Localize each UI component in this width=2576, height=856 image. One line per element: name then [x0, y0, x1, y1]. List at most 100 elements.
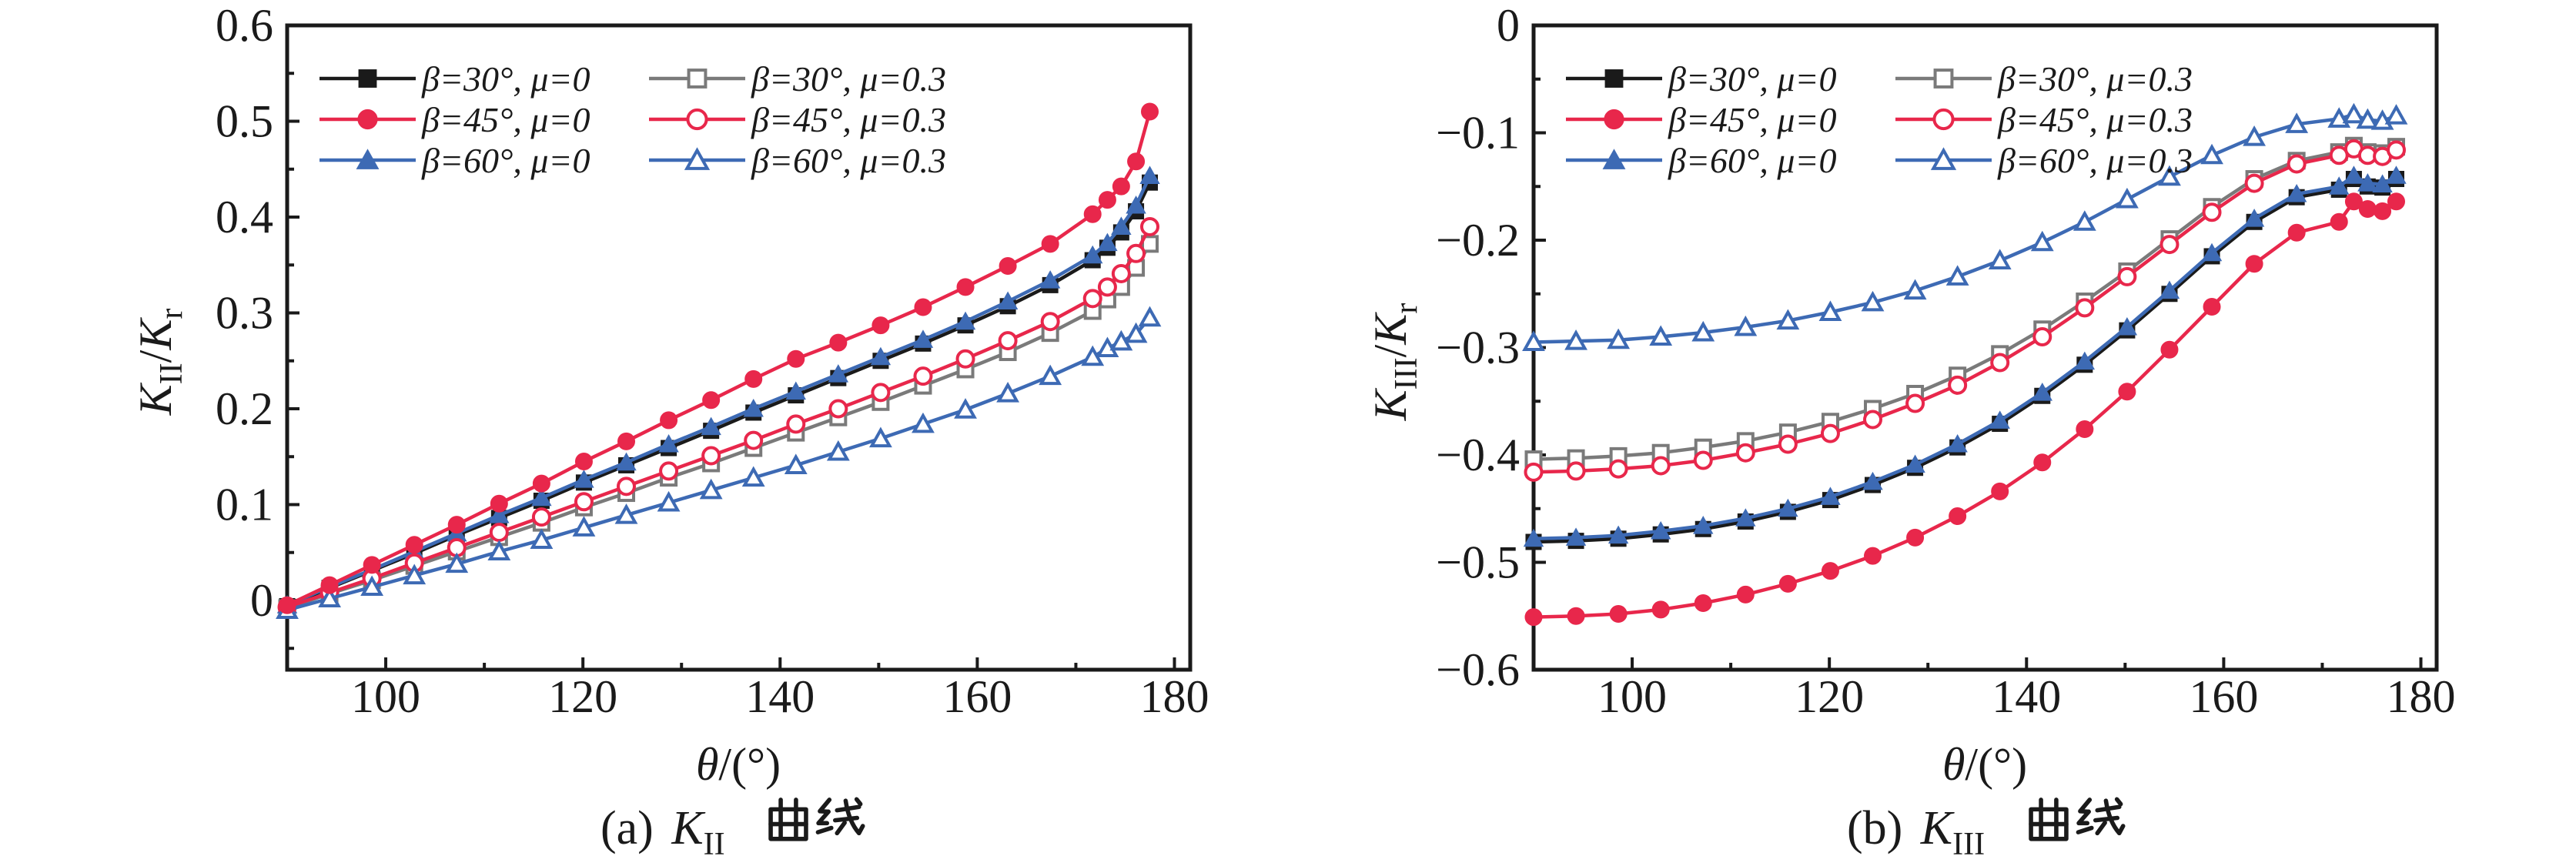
circle-filled-marker [999, 256, 1017, 275]
circle-open-marker [2244, 173, 2264, 193]
triangle-open-marker [657, 490, 681, 512]
caption-b-cn [2031, 799, 2123, 838]
circle-open-marker [1990, 353, 2010, 373]
circle-filled-marker [1949, 507, 1967, 526]
circle-open-marker [617, 476, 637, 497]
triangle-open-marker [2342, 102, 2366, 124]
circle-filled-marker [1991, 482, 2009, 500]
legend-label: β=30°, μ=0 [1668, 59, 1836, 99]
circle-filled-marker [405, 536, 423, 554]
triangle-open-marker [741, 466, 765, 487]
triangle-open-marker [1945, 265, 1969, 286]
y-tick-label: −0.6 [1436, 644, 1520, 695]
series-a-3 [277, 216, 1159, 617]
triangle-open-marker [1734, 315, 1758, 336]
legend-entry: β=30°, μ=0.3 [1895, 59, 2193, 99]
circle-open-marker [1905, 393, 1925, 413]
legend-label: β=60°, μ=0.3 [751, 141, 946, 180]
triangle-filled-marker [1735, 508, 1756, 527]
triangle-open-marker [784, 453, 808, 474]
legend-b: β=30°, μ=0 β=30°, μ=0.3 β=45°, μ=0 β=45°, μ… [1566, 59, 2193, 180]
triangle-filled-marker [1820, 487, 1841, 505]
triangle-filled-marker [785, 381, 806, 400]
legend-entry: β=60°, μ=0 [319, 141, 590, 180]
legend-entry: β=60°, μ=0.3 [1895, 141, 2193, 180]
y-tick-label: −0.2 [1436, 215, 1520, 266]
legend-label: β=45°, μ=0 [421, 100, 590, 139]
circle-open-marker [1097, 277, 1117, 297]
circle-filled-marker [2203, 297, 2221, 316]
square-open-marker [687, 69, 708, 89]
legend-label: β=60°, μ=0 [1668, 141, 1836, 180]
circle-filled-marker [2118, 383, 2136, 401]
circle-filled-marker [1604, 109, 1624, 130]
triangle-filled-marker [2159, 280, 2180, 299]
circle-open-marker [998, 331, 1018, 351]
x-tick-label: 120 [1795, 671, 1864, 722]
caption-a-cn [771, 799, 863, 838]
triangle-filled-marker [2286, 183, 2307, 202]
triangle-open-marker [1903, 279, 1927, 300]
triangle-open-marker [445, 552, 469, 573]
triangle-open-marker [1818, 300, 1842, 321]
triangle-filled-marker [1947, 434, 1968, 453]
circle-filled-marker [744, 369, 763, 388]
circle-filled-marker [1778, 574, 1797, 593]
triangle-open-marker [912, 412, 935, 433]
legend-entry: β=30°, μ=0.3 [649, 59, 946, 99]
triangle-filled-marker [2074, 351, 2096, 370]
triangle-filled-marker [616, 452, 637, 471]
triangle-open-marker [2285, 112, 2309, 133]
triangle-filled-marker [2386, 166, 2407, 184]
circle-open-marker [871, 383, 891, 403]
y-tick-label: 0 [1497, 0, 1520, 51]
circle-filled-marker [2245, 255, 2263, 273]
circle-open-marker [1139, 216, 1159, 236]
legend-label: β=30°, μ=0.3 [751, 59, 946, 99]
legend-label: β=30°, μ=0 [421, 59, 590, 99]
y-tick-label: 0.4 [216, 192, 273, 242]
triangle-open-marker [684, 147, 711, 170]
circle-filled-marker [532, 474, 550, 493]
y-tick-label: 0.5 [216, 95, 273, 146]
circle-open-marker [1778, 434, 1798, 454]
circle-filled-marker [363, 556, 381, 574]
circle-filled-marker [357, 109, 378, 130]
y-tick-label: 0.3 [216, 287, 273, 338]
y-tick-label: −0.3 [1436, 323, 1520, 373]
series-line [1533, 143, 2397, 461]
x-tick-label: 100 [351, 671, 420, 722]
square-filled-marker [1604, 69, 1624, 88]
triangle-filled-marker [2201, 242, 2223, 262]
legend-label: β=60°, μ=0.3 [1997, 141, 2193, 180]
circle-open-marker [1040, 312, 1060, 332]
circle-filled-marker [1127, 152, 1146, 171]
circle-filled-marker [1083, 205, 1102, 223]
circle-filled-marker [1694, 594, 1712, 613]
triangle-filled-marker [658, 434, 679, 453]
circle-open-marker [955, 349, 975, 369]
y-tick-label: 0.1 [216, 479, 273, 530]
y-tick-label: 0 [250, 575, 273, 626]
triangle-filled-marker [531, 487, 552, 507]
circle-open-marker [1082, 289, 1102, 309]
legend-entry: β=60°, μ=0 [1566, 141, 1836, 180]
triangle-open-marker [1691, 320, 1715, 342]
series-a-4 [276, 306, 1162, 619]
circle-filled-marker [660, 411, 678, 430]
square-open-marker [1933, 69, 1954, 89]
triangle-filled-marker [1693, 516, 1714, 534]
x-tick-label: 180 [1140, 671, 1209, 722]
circle-filled-marker [1041, 235, 1059, 253]
x-tick-label: 180 [2387, 671, 2456, 722]
legend-entry: β=45°, μ=0 [1566, 100, 1836, 139]
triangle-open-marker [2073, 210, 2096, 231]
y-tick-label: 0.6 [216, 0, 273, 51]
circle-open-marker [1126, 243, 1146, 263]
legend-label: β=60°, μ=0 [421, 141, 590, 180]
series-b-3 [1524, 139, 2406, 482]
triangle-open-marker [826, 440, 850, 461]
triangle-open-marker [360, 575, 384, 597]
circle-filled-marker [490, 494, 508, 513]
circle-open-marker [744, 430, 764, 450]
